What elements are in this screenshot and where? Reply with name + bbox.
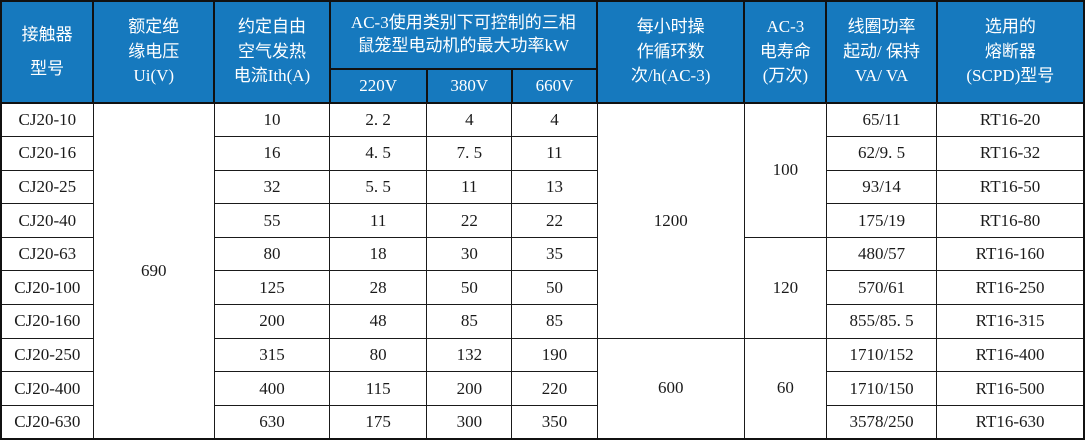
cell-p380: 7. 5 <box>426 136 513 171</box>
cell-fuse: RT16-630 <box>936 404 1085 440</box>
cell-ith: 125 <box>213 270 331 306</box>
cell-ith: 400 <box>213 371 331 406</box>
cell-p220: 175 <box>329 404 428 440</box>
cell-model: CJ20-25 <box>0 169 94 205</box>
cell-p220: 48 <box>329 304 428 339</box>
cell-p380: 132 <box>426 337 513 373</box>
cell-p660: 22 <box>511 203 598 238</box>
cell-p380: 300 <box>426 404 513 440</box>
cell-coil: 175/19 <box>825 203 938 238</box>
cell-fuse: RT16-160 <box>936 236 1085 272</box>
subheader-660v: 660V <box>510 68 599 104</box>
cell-ith: 315 <box>213 337 331 373</box>
cell-p380: 4 <box>426 102 513 138</box>
cell-fuse: RT16-32 <box>936 136 1085 171</box>
cell-life-merged: 120 <box>743 236 827 339</box>
cell-cycles-merged: 1200 <box>596 102 745 339</box>
cell-fuse: RT16-315 <box>936 304 1085 339</box>
cell-p220: 4. 5 <box>329 136 428 171</box>
cell-p660: 4 <box>511 102 598 138</box>
cell-p380: 50 <box>426 270 513 306</box>
cell-model: CJ20-250 <box>0 337 94 373</box>
cell-p660: 190 <box>511 337 598 373</box>
cell-ith: 16 <box>213 136 331 171</box>
cell-p220: 80 <box>329 337 428 373</box>
cell-coil: 855/85. 5 <box>825 304 938 339</box>
cell-ith: 80 <box>213 236 331 272</box>
cell-ui-merged: 690 <box>92 102 215 440</box>
cell-fuse: RT16-50 <box>936 169 1085 205</box>
cell-p380: 11 <box>426 169 513 205</box>
header-contactor-model: 接触器 型号 <box>0 0 95 104</box>
table-row: CJ20-25 32 5. 5 11 13 93/14 RT16-50 <box>0 169 1085 205</box>
cell-p660: 50 <box>511 270 598 306</box>
header-operating-cycles-per-hour: 每小时操 作循环数 次/h(AC-3) <box>596 0 746 104</box>
header-ac3-max-motor-power: AC-3使用类别下可控制的三相 鼠笼型电动机的最大功率kW <box>328 0 599 70</box>
cell-p220: 11 <box>329 203 428 238</box>
cell-model: CJ20-16 <box>0 136 94 171</box>
cell-p660: 85 <box>511 304 598 339</box>
cell-p380: 30 <box>426 236 513 272</box>
cell-coil: 3578/250 <box>825 404 938 440</box>
header-fuse-scpd-model: 选用的 熔断器 (SCPD)型号 <box>935 0 1085 104</box>
cell-p660: 11 <box>511 136 598 171</box>
cell-p220: 18 <box>329 236 428 272</box>
cell-p660: 220 <box>511 371 598 406</box>
subheader-220v: 220V <box>328 68 428 104</box>
cell-coil: 62/9. 5 <box>825 136 938 171</box>
cell-fuse: RT16-400 <box>936 337 1085 373</box>
cell-model: CJ20-40 <box>0 203 94 238</box>
cell-coil: 65/11 <box>825 102 938 138</box>
cell-model: CJ20-400 <box>0 371 94 406</box>
cell-life-merged: 60 <box>743 337 827 440</box>
cell-ith: 32 <box>213 169 331 205</box>
cell-p380: 22 <box>426 203 513 238</box>
cell-p660: 35 <box>511 236 598 272</box>
cell-life-merged: 100 <box>743 102 827 238</box>
table-row: CJ20-250 315 80 132 190 600 60 1710/152 … <box>0 337 1085 440</box>
cell-ith: 55 <box>213 203 331 238</box>
cell-p220: 2. 2 <box>329 102 428 138</box>
cell-coil: 480/57 <box>825 236 938 272</box>
table-row: CJ20-630 630 175 300 350 3578/250 RT16-6… <box>0 404 1085 440</box>
cell-p220: 28 <box>329 270 428 306</box>
cell-ith: 630 <box>213 404 331 440</box>
cell-fuse: RT16-20 <box>936 102 1085 138</box>
cell-ith: 10 <box>213 102 331 138</box>
cell-p660: 350 <box>511 404 598 440</box>
table-row: CJ20-100 125 28 50 50 570/61 RT16-250 <box>0 270 1085 306</box>
table-row: CJ20-16 16 4. 5 7. 5 11 62/9. 5 RT16-32 <box>0 136 1085 171</box>
cell-p380: 85 <box>426 304 513 339</box>
header-thermal-current: 约定自由 空气发热 电流Ith(A) <box>213 0 331 104</box>
cell-fuse: RT16-500 <box>936 371 1085 406</box>
cell-coil: 1710/152 <box>825 337 938 373</box>
table-row: CJ20-40 55 11 22 22 175/19 RT16-80 <box>0 203 1085 238</box>
header-coil-power: 线圈功率 起动/ 保持 VA/ VA <box>825 0 938 104</box>
cell-model: CJ20-630 <box>0 404 94 440</box>
cell-ith: 200 <box>213 304 331 339</box>
cell-coil: 570/61 <box>825 270 938 306</box>
cell-model: CJ20-63 <box>0 236 94 272</box>
table-row: CJ20-400 400 115 200 220 1710/150 RT16-5… <box>0 371 1085 406</box>
cell-model: CJ20-160 <box>0 304 94 339</box>
cell-cycles-merged: 600 <box>596 337 745 440</box>
table-row: CJ20-63 80 18 30 35 120 480/57 RT16-160 <box>0 236 1085 339</box>
cell-p220: 115 <box>329 371 428 406</box>
subheader-380v: 380V <box>425 68 513 104</box>
cell-p660: 13 <box>511 169 598 205</box>
table-row: CJ20-10 690 10 2. 2 4 4 1200 100 65/11 R… <box>0 102 1085 440</box>
cell-model: CJ20-10 <box>0 102 94 138</box>
cell-fuse: RT16-250 <box>936 270 1085 306</box>
header-ac3-electrical-life: AC-3 电寿命 (万次) <box>743 0 828 104</box>
cell-fuse: RT16-80 <box>936 203 1085 238</box>
cell-p380: 200 <box>426 371 513 406</box>
cell-coil: 93/14 <box>825 169 938 205</box>
cell-p220: 5. 5 <box>329 169 428 205</box>
header-rated-insulation-voltage: 额定绝 缘电压 Ui(V) <box>92 0 216 104</box>
cell-model: CJ20-100 <box>0 270 94 306</box>
cell-coil: 1710/150 <box>825 371 938 406</box>
